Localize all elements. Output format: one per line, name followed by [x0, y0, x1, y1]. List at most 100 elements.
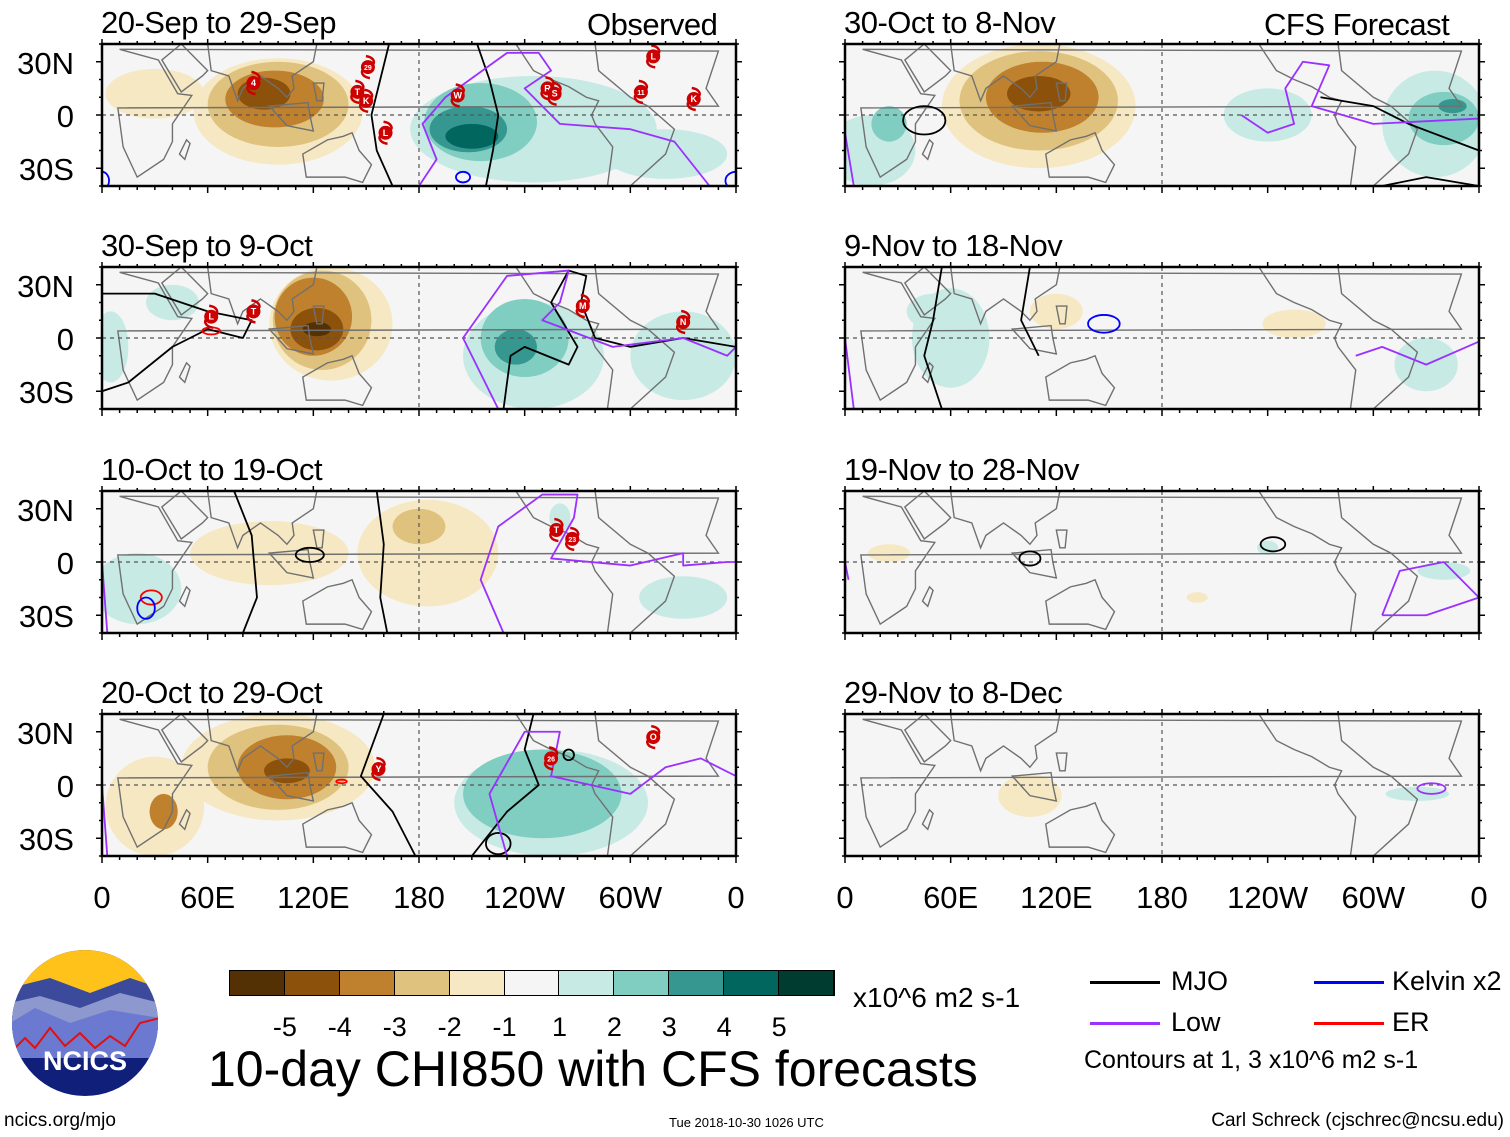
coastline — [1045, 131, 1116, 184]
mjo-line-swatch — [1090, 981, 1160, 984]
low-contour — [488, 730, 736, 856]
low-contour — [479, 493, 736, 633]
coastline — [160, 714, 209, 763]
forecast-header: CFS Forecast — [1264, 7, 1450, 42]
map-plot: Y 26 O — [96, 709, 742, 863]
storm-label: K — [363, 96, 370, 106]
tropical-cyclone-icon: L — [203, 304, 219, 329]
coastline — [267, 101, 315, 132]
footer-timestamp: Tue 2018-10-30 1026 UTC — [669, 1115, 824, 1130]
tropical-cyclone-icon: T — [350, 79, 365, 105]
legend-low: Low — [1171, 1007, 1221, 1037]
storm-label: T — [554, 525, 560, 535]
mjo-contour — [294, 546, 325, 563]
mjo-contour — [375, 491, 389, 633]
x-tick-label: 60W — [598, 880, 663, 915]
coastline — [178, 585, 191, 608]
panel-title: 30-Sep to 9-Oct — [101, 228, 313, 263]
storm-label: 4 — [251, 78, 256, 88]
tropical-cyclone-icon: T — [549, 517, 564, 543]
coastline — [1258, 714, 1419, 856]
coastline — [921, 808, 934, 831]
storm-label: T — [251, 306, 257, 316]
x-tick-label: 120E — [277, 880, 350, 915]
coastline — [160, 491, 209, 540]
anomaly-region — [1385, 786, 1450, 801]
coastline — [515, 714, 676, 856]
colorbar-swatch — [339, 971, 395, 995]
coastline — [903, 44, 952, 93]
anomaly-region — [867, 544, 911, 562]
x-tick-label: 180 — [1136, 880, 1188, 915]
map-plot — [839, 262, 1485, 416]
colorbar-swatch — [504, 971, 560, 995]
anomaly-region — [1007, 75, 1071, 112]
colorbar-swatch — [559, 971, 615, 995]
kelvin-contour — [455, 170, 471, 184]
coastline — [903, 491, 952, 540]
storm-label: W — [453, 90, 462, 100]
storm-label: 23 — [568, 537, 576, 544]
footer-url[interactable]: ncics.org/mjo — [4, 1110, 116, 1131]
map-plot: L T M N — [96, 262, 742, 416]
er-line-swatch — [1314, 1022, 1384, 1025]
colorbar — [229, 970, 835, 996]
colorbar-tick-label: -5 — [272, 1012, 297, 1042]
coastline — [921, 361, 934, 384]
low-contour — [845, 337, 855, 409]
low-contour — [462, 269, 736, 409]
tropical-cyclone-icon: M — [575, 293, 590, 319]
x-tick-label: 60W — [1341, 880, 1406, 915]
coastline — [903, 267, 952, 316]
colorbar-swatch — [394, 971, 450, 995]
coastline — [267, 771, 315, 802]
tropical-cyclone-icon: K — [686, 86, 701, 112]
coastline — [949, 44, 1061, 103]
mjo-contour — [102, 292, 253, 393]
anomaly-region — [871, 106, 907, 142]
anomaly-region — [494, 329, 537, 365]
colorbar-swatch — [284, 971, 340, 995]
coastline — [1010, 548, 1058, 579]
x-tick-label: 120W — [484, 880, 566, 915]
storm-label: 11 — [637, 90, 645, 97]
colorbar-tick-label: -2 — [437, 1012, 462, 1042]
y-tick-label: 0 — [56, 322, 74, 357]
anomaly-region — [1186, 592, 1208, 603]
coastline — [1010, 324, 1058, 355]
kelvin-contour — [1087, 314, 1121, 334]
low-contour — [418, 51, 711, 186]
mjo-contour — [1259, 536, 1287, 553]
storm-label: T — [355, 87, 361, 97]
coastline — [1010, 101, 1058, 132]
mjo-contour — [1320, 96, 1479, 152]
storm-label: S — [552, 89, 558, 99]
low-contour — [1355, 340, 1479, 366]
kelvin-line-swatch — [1314, 981, 1384, 984]
coastline — [117, 495, 720, 626]
x-tick-label: 0 — [727, 880, 745, 915]
tropical-cyclone-icon: T — [246, 299, 261, 324]
tropical-cyclone-icon: S — [547, 81, 562, 106]
colorbar-tick-label: 2 — [606, 1012, 622, 1042]
colorbar-units: x10^6 m2 s-1 — [853, 982, 1021, 1013]
x-tick-label: 60E — [923, 880, 979, 915]
y-tick-label: 30S — [18, 152, 74, 187]
coastline — [515, 44, 676, 186]
coastline — [302, 801, 373, 854]
storm-label: 29 — [364, 65, 372, 72]
storm-label: Y — [375, 764, 381, 774]
panel-title: 19-Nov to 28-Nov — [844, 452, 1079, 487]
storm-label: R — [544, 83, 551, 93]
coastline — [267, 324, 315, 355]
coastline — [949, 714, 1061, 773]
coastline — [860, 495, 1463, 626]
coastline — [160, 267, 209, 316]
anomaly-region — [630, 311, 736, 401]
colorbar-tick-label: -4 — [327, 1012, 352, 1042]
coastline — [1258, 491, 1419, 633]
coastline — [1258, 44, 1419, 186]
tropical-cyclone-icon: L — [378, 120, 393, 145]
low-contour — [1416, 782, 1447, 795]
